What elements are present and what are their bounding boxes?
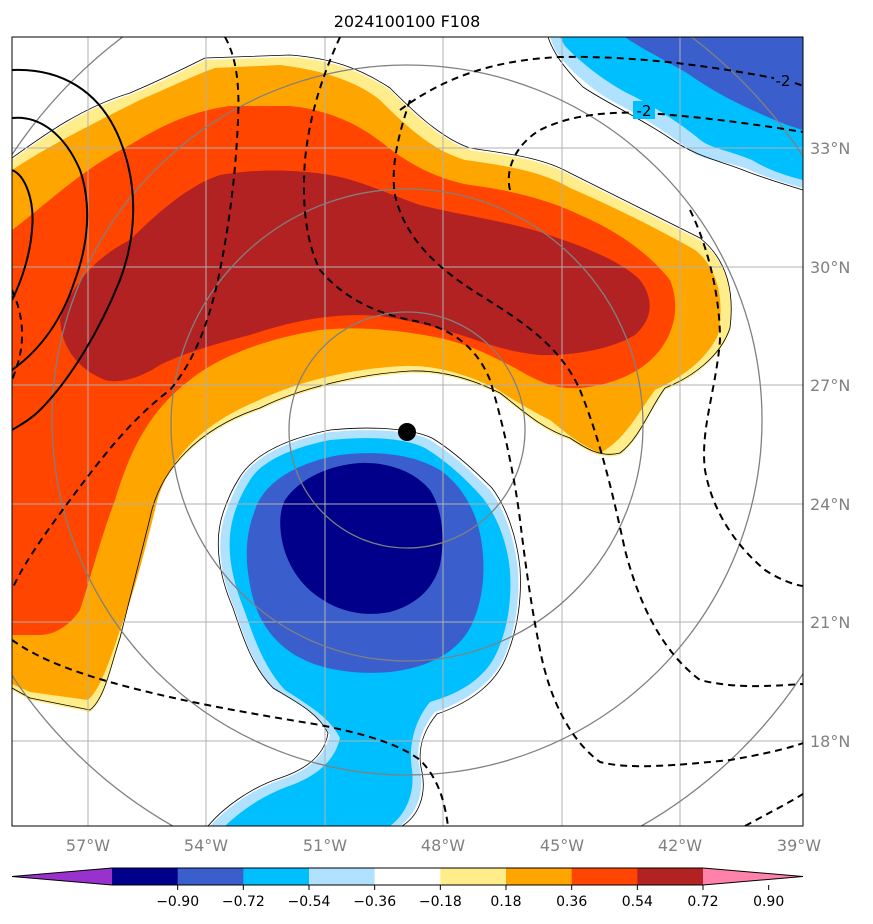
- dashed-contour-neg2-upper: [399, 55, 803, 111]
- lat-tick-label: 18°N: [810, 732, 850, 751]
- colorbar-tick-label: −0.72: [222, 894, 265, 910]
- lat-tick-label: 33°N: [810, 139, 850, 158]
- colorbar-tick-label: 0.54: [622, 894, 653, 910]
- colorbar-segment: [440, 868, 507, 885]
- range-rings: [12, 37, 803, 826]
- colorbar-segment: [177, 868, 244, 885]
- shade-negative-topright-0.54: [625, 37, 803, 130]
- map-frame: [11, 36, 804, 827]
- colorbar-tick-label: 0.18: [490, 894, 521, 910]
- map-area: -2 -2: [12, 37, 803, 826]
- lon-tick-label: 45°W: [540, 836, 584, 855]
- lat-tick-labels: 33°N 30°N 27°N 24°N 21°N 18°N: [810, 139, 850, 751]
- colorbar-segment: [112, 868, 179, 885]
- colorbar-tick-label: −0.54: [288, 894, 331, 910]
- lon-tick-label: 48°W: [421, 836, 465, 855]
- colorbar-segment: [571, 868, 638, 885]
- storm-center-marker: [398, 423, 416, 441]
- solid-contours: [12, 68, 135, 431]
- contour-label: -2: [637, 102, 652, 120]
- shade-positive-0.72: [60, 170, 650, 382]
- contour-label: -2: [776, 72, 791, 90]
- colorbar-segment: [243, 868, 310, 885]
- colorbar-extend-low: [12, 868, 112, 885]
- lat-tick-label: 24°N: [810, 495, 850, 514]
- lon-tick-label: 51°W: [303, 836, 347, 855]
- graticule: [12, 37, 803, 826]
- colorbar-segment: [374, 868, 441, 885]
- colorbar-tick-label: −0.90: [156, 894, 199, 910]
- colorbar-segment: [309, 868, 376, 885]
- colorbar-tick-label: 0.90: [753, 894, 784, 910]
- colorbar-extend-high: [703, 868, 803, 885]
- lat-tick-label: 21°N: [810, 613, 850, 632]
- colorbar: −0.90 −0.72 −0.54 −0.36 −0.18 0.18 0.36 0.54 0.7…: [11, 867, 804, 910]
- lon-tick-label: 42°W: [658, 836, 702, 855]
- colorbar-tick-label: 0.36: [556, 894, 587, 910]
- colorbar-tick-label: 0.72: [687, 894, 718, 910]
- colorbar-segment: [637, 868, 704, 885]
- lat-tick-label: 27°N: [810, 376, 850, 395]
- contour-outline-topright: [547, 37, 803, 191]
- colorbar-tick-label: −0.18: [419, 894, 462, 910]
- lon-tick-label: 57°W: [66, 836, 110, 855]
- colorbar-tick-label: −0.36: [353, 894, 396, 910]
- dashed-contours: [12, 37, 803, 826]
- contour-outline-positive: [12, 54, 732, 711]
- lon-tick-labels: 57°W 54°W 51°W 48°W 45°W 42°W 39°W: [66, 836, 821, 855]
- map-title: 2024100100 F108: [334, 12, 481, 31]
- lon-tick-label: 54°W: [184, 836, 228, 855]
- lon-tick-label: 39°W: [777, 836, 821, 855]
- contour-outline-negative: [207, 427, 521, 826]
- colorbar-segment: [506, 868, 573, 885]
- dashed-contour-neg2-lower: [507, 111, 803, 191]
- lat-tick-label: 30°N: [810, 258, 850, 277]
- dashed-contour-corner: [744, 793, 803, 826]
- dashed-contour-right: [689, 209, 803, 587]
- colorbar-outline: [11, 867, 804, 886]
